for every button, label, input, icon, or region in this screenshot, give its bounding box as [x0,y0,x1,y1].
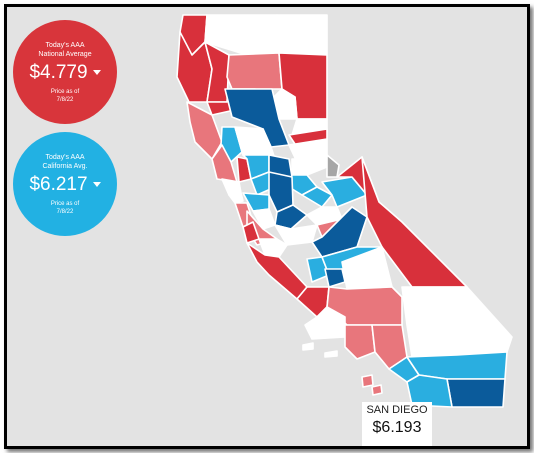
california-price: $6.217 [29,173,101,197]
county-tuolumne[interactable] [321,176,368,208]
county-alpine[interactable] [326,154,340,178]
county-glenn-butte[interactable] [224,88,290,148]
national-label-line1: Today's AAA [45,41,85,49]
county-tooltip-name: SAN DIEGO [366,404,428,416]
county-sonoma[interactable] [211,144,238,183]
california-county-map[interactable] [7,7,527,446]
island-channel-3 [371,384,383,396]
california-date-line1: Price as of [50,200,80,207]
county-imperial[interactable] [446,378,506,408]
county-modoc[interactable] [276,14,328,56]
county-stanislaus[interactable] [274,204,308,230]
county-tooltip-price: $6.193 [372,419,422,436]
county-marin[interactable] [221,178,242,196]
california-label-line1: Today's AAA [45,153,85,161]
california-average-badge[interactable]: Today's AAA California Avg. $6.217 Price… [13,132,117,236]
county-el-dorado[interactable] [291,158,328,176]
island-farallon [302,342,314,351]
caret-down-icon [92,182,101,187]
california-date-line2: 7/8/22 [56,208,74,215]
county-tooltip: SAN DIEGO $6.193 [362,402,432,446]
county-san-bernardino[interactable] [401,286,513,358]
national-price-value: $4.779 [29,61,88,83]
county-san-francisco[interactable] [228,192,244,204]
national-price: $4.779 [29,61,101,85]
california-price-value: $6.217 [29,173,88,195]
county-shasta[interactable] [226,52,283,90]
county-santa-barbara[interactable] [304,306,346,340]
county-kern-north[interactable] [324,268,346,288]
california-label-line2: California Avg. [42,162,88,170]
map-panel: Today's AAA National Average $4.779 Pric… [4,4,530,449]
county-san-diego[interactable] [406,374,453,408]
national-date-line1: Price as of [50,88,80,95]
national-label-line2: National Average [38,50,92,58]
county-san-benito[interactable] [258,238,288,258]
island-channel-1 [324,350,338,358]
county-merced[interactable] [274,224,318,246]
island-channel-2 [361,374,374,388]
national-average-badge[interactable]: Today's AAA National Average $4.779 Pric… [13,20,117,124]
caret-down-icon [92,70,101,75]
national-date-line2: 7/8/22 [56,96,74,103]
county-ventura[interactable] [344,324,376,360]
